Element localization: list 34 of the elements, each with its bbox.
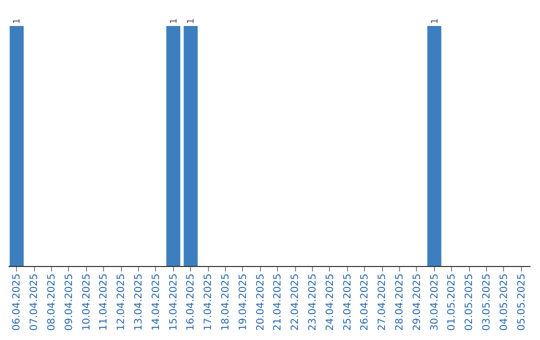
x-tick-label: 01.05.2025: [446, 274, 458, 331]
x-tick-label: 04.05.2025: [498, 274, 510, 331]
x-tick-label: 15.04.2025: [168, 274, 180, 331]
x-tick-label: 29.04.2025: [412, 274, 423, 331]
x-tick-label: 18.04.2025: [220, 274, 232, 331]
x-tick-label: 05.05.2025: [516, 274, 528, 331]
data-label: 1: [12, 18, 23, 24]
x-tick-label: 21.04.2025: [272, 274, 284, 331]
x-tick-label: 08.04.2025: [46, 274, 58, 331]
x-tick-label: 16.04.2025: [186, 274, 197, 331]
x-tick-label: 26.04.2025: [360, 274, 371, 331]
x-tick-label: 30.04.2025: [429, 274, 440, 331]
x-tick-label: 13.04.2025: [134, 274, 144, 331]
x-tick-label: 02.05.2025: [464, 274, 476, 331]
data-label: 1: [430, 18, 440, 24]
x-tick-label: 09.04.2025: [64, 274, 75, 331]
x-tick-label: 23.04.2025: [308, 274, 318, 331]
x-tick-label: 10.04.2025: [81, 274, 92, 331]
x-tick-label: 25.04.2025: [342, 274, 354, 331]
x-tick-label: 19.04.2025: [238, 274, 249, 331]
x-tick-label: 07.04.2025: [29, 274, 40, 331]
x-tick-label: 20.04.2025: [255, 274, 266, 331]
x-tick-label: 24.04.2025: [324, 274, 336, 331]
x-tick-label: 27.04.2025: [377, 274, 388, 331]
data-label: 1: [169, 18, 180, 24]
x-tick-label: 03.05.2025: [482, 274, 492, 331]
x-tick-label: 12.04.2025: [116, 274, 128, 331]
x-tick-label: 11.04.2025: [98, 274, 110, 331]
x-tick-label: 17.04.2025: [203, 274, 214, 331]
x-tick-label: 14.04.2025: [150, 274, 162, 331]
x-tick-label: 06.04.2025: [12, 274, 23, 331]
x-tick-label: 22.04.2025: [290, 274, 302, 331]
data-label: 1: [186, 18, 197, 24]
x-tick-label: 28.04.2025: [394, 274, 406, 331]
